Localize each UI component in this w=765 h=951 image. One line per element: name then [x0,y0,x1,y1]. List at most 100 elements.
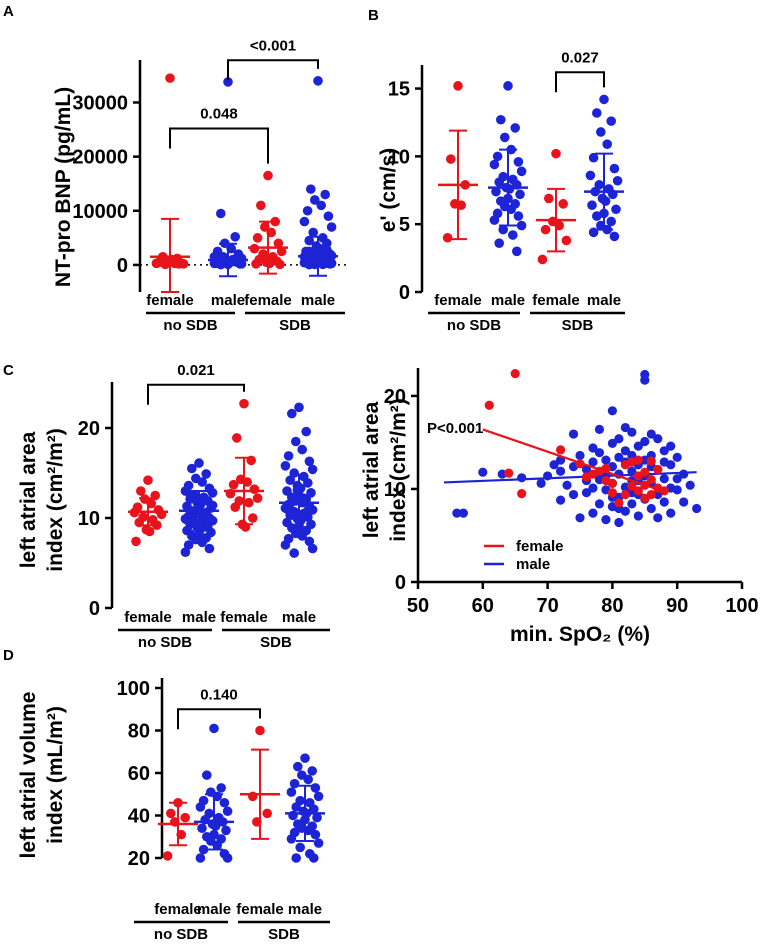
panel-c-scatter-point [640,375,650,385]
panel-a-point [275,259,285,270]
panel-c-scatter-point [633,471,643,481]
panel-c-point [303,506,313,516]
panel-a-significance-label: <0.001 [250,37,296,54]
panel-c-point [282,504,292,514]
panel-a-point [306,184,316,194]
panel-d-point [222,806,233,817]
panel-a-point [299,216,310,227]
panel-c-scatter-point [607,488,618,498]
panel-d-point [162,851,173,861]
panel-c-scatter-point [646,456,656,466]
panel-b-point [516,166,527,177]
panel-c-point [252,493,263,504]
panel-c-point [185,489,195,500]
panel-a-point [311,243,322,254]
panel-c-scatter-point [653,434,663,444]
panel-b-series-0 [438,81,478,243]
panel-c-series-2 [224,398,264,532]
panel-d-point [313,838,324,848]
panel-a-y-label: NT-pro BNP (pg/mL) [52,87,75,287]
panel-a-point [314,256,325,267]
panel-c-scatter-point [685,480,695,490]
panel-d-group-label: SDB [268,926,300,943]
panel-c-point [136,486,146,496]
panel-c-point [131,536,141,547]
panel-d-point [198,844,209,855]
panel-c-category-label: female [124,609,172,626]
panel-d-point [312,812,322,823]
panel-b-point [609,231,620,242]
panel-a-category-label: female [244,292,292,309]
panel-b-point [540,224,551,235]
panel-c-point [203,517,213,528]
panel-a-point [165,73,175,83]
panel-c-scatter-point [627,499,637,509]
panel-d-point [195,802,206,812]
panel-d-point [307,766,318,776]
panel-d-point [289,778,300,789]
panel-c-point [285,475,296,486]
panel-a-point [310,195,320,205]
panel-c-scatter-point [659,474,669,484]
panel-b-category-label: female [434,292,482,309]
panel-c-point [287,408,297,419]
panel-c-scatter-point [452,508,462,518]
panel-c-scatter-point [666,508,676,518]
panel-b-y-tick-label: 5 [399,214,410,236]
panel-d-point [195,853,206,863]
panel-d-point [291,853,302,863]
panel-d-y-tick-label: 40 [128,806,150,828]
panel-b-category-label: male [491,292,525,309]
panel-b-point [602,139,612,149]
panel-d-y-tick-label: 60 [128,763,150,785]
panel-a-point [301,257,311,268]
panel-d-point [286,787,297,797]
panel-a-group-label: SDB [279,317,311,334]
panel-c-point [283,451,294,461]
panel-a-series-0 [150,73,190,293]
panel-c-scatter-p-annotation: P<0.001 [427,420,483,437]
panel-a-category-label: male [211,292,245,309]
panel-c-scatter-point [588,457,598,467]
panel-c-scatter-point [646,429,656,439]
panel-d-point [209,723,219,734]
panel-c-point [182,515,192,525]
panel-c-category-label: male [182,609,216,626]
panel-d-point [221,825,231,836]
panel-b-point [551,148,561,159]
panel-c-scatter-y-label-line: left atrial area [360,401,383,538]
panel-c-point [301,426,312,437]
panel-b-point [491,186,501,197]
panel-b-point [592,211,602,221]
panel-d-point [216,783,226,793]
panel-c-category-label: female [220,609,268,626]
panel-a-series-2 [248,170,288,275]
panel-c-scatter-point [588,508,598,518]
panel-d-point [262,808,273,819]
panel-b-point [494,177,505,187]
panel-b-point [496,114,506,125]
panel-c-point [239,398,249,409]
panel-c-point [197,477,207,487]
panel-d-point [295,842,306,853]
panel-c-point [292,485,303,495]
panel-b-group-label: no SDB [447,317,501,334]
panel-c-scatter-point [659,446,669,456]
panel-b-point [515,189,525,200]
panel-a-y-tick-label: 10000 [72,201,128,223]
panel-c-scatter-point [607,406,618,416]
panel-a-point [320,189,331,200]
panel-a-significance-label: 0.048 [200,105,238,122]
panel-b-point [512,246,522,257]
panel-c-scatter-regression-line [482,428,665,493]
panel-b-point [516,220,527,231]
panel-c-scatter-point [640,493,650,503]
panel-a-y-tick-label: 0 [117,255,128,277]
panel-c-point [207,500,218,511]
panel-c-scatter-regression-line [443,471,697,484]
panel-c-scatter-point [627,481,637,491]
panel-c-scatter-point [588,443,598,453]
panel-b-point [492,151,503,162]
panel-c-scatter-point [627,457,637,467]
